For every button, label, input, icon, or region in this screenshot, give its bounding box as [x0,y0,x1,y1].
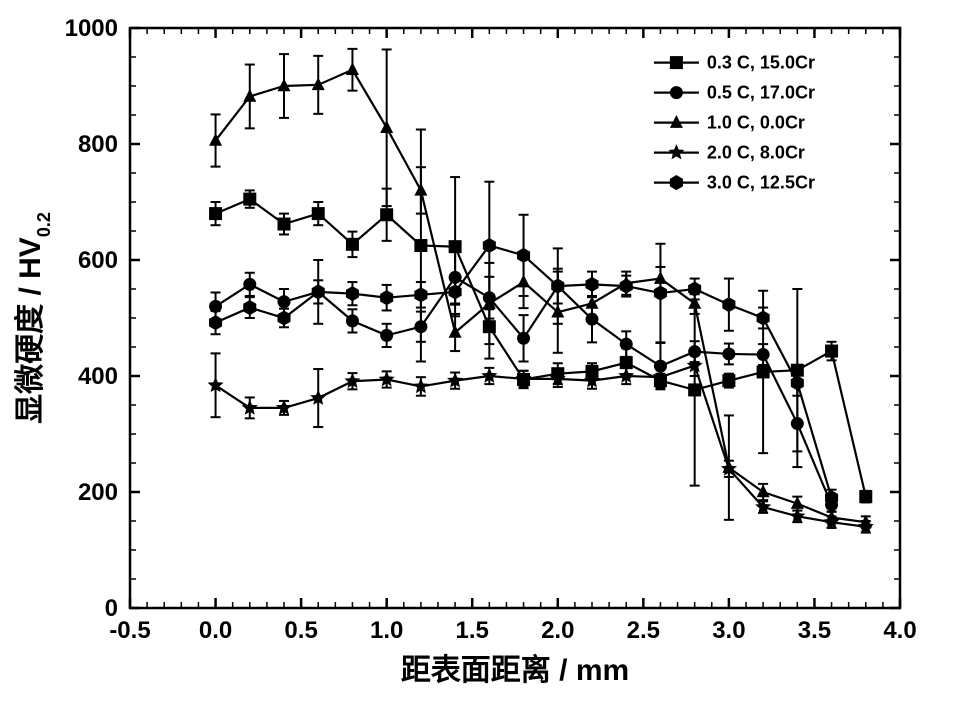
svg-text:1000: 1000 [65,15,118,42]
svg-text:600: 600 [78,247,118,274]
svg-text:1.0: 1.0 [370,617,403,644]
svg-text:2.5: 2.5 [627,617,660,644]
svg-text:显微硬度 / HV0.2: 显微硬度 / HV0.2 [14,212,54,424]
svg-text:0.5 C, 17.0Cr: 0.5 C, 17.0Cr [707,83,815,103]
svg-text:2.0 C, 8.0Cr: 2.0 C, 8.0Cr [707,143,805,163]
svg-text:800: 800 [78,131,118,158]
series-star [208,353,874,533]
svg-text:4.0: 4.0 [883,617,916,644]
svg-text:3.5: 3.5 [798,617,831,644]
svg-text:0: 0 [105,595,118,622]
svg-text:3.0: 3.0 [712,617,745,644]
svg-text:距表面距离 / mm: 距表面距离 / mm [401,654,629,687]
svg-text:3.0 C, 12.5Cr: 3.0 C, 12.5Cr [707,173,815,193]
svg-text:0.3 C, 15.0Cr: 0.3 C, 15.0Cr [707,53,815,73]
legend: 0.3 C, 15.0Cr 0.5 C, 17.0Cr 1.0 C, 0.0Cr 2.… [654,53,815,193]
svg-text:1.5: 1.5 [456,617,489,644]
chart-svg: -0.50.00.51.01.52.02.53.03.54.0020040060… [0,0,956,716]
svg-text:200: 200 [78,479,118,506]
svg-text:0.5: 0.5 [284,617,317,644]
svg-text:400: 400 [78,363,118,390]
hardness-depth-chart: -0.50.00.51.01.52.02.53.03.54.0020040060… [0,0,956,716]
svg-text:0.0: 0.0 [199,617,232,644]
svg-text:2.0: 2.0 [541,617,574,644]
svg-text:1.0 C, 0.0Cr: 1.0 C, 0.0Cr [707,113,805,133]
